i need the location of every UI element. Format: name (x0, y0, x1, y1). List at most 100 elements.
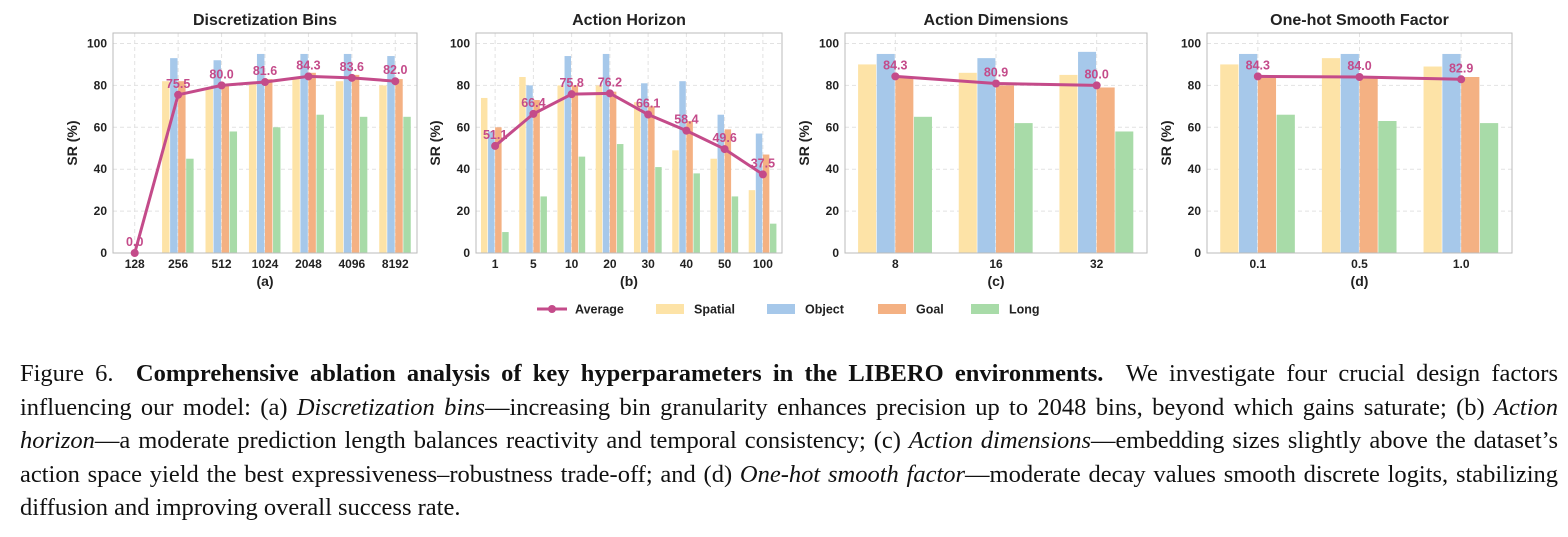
data-label: 66.1 (636, 97, 660, 111)
bar-goal (609, 91, 617, 254)
bar-long (655, 167, 662, 253)
y-axis-label: SR (%) (1158, 120, 1174, 165)
average-point (1355, 73, 1364, 81)
bar-spatial (1059, 74, 1078, 254)
data-label: 58.4 (674, 113, 698, 127)
bar-spatial (672, 150, 679, 253)
average-point (347, 73, 356, 82)
x-tick-label: 1 (492, 257, 499, 271)
chart-panel-2: 0 20 40 60 80 100 1 5 10 20 30 40 50 100 Action Horizo… (427, 12, 783, 289)
data-label: 80.0 (1084, 67, 1108, 81)
legend-label-goal: Goal (916, 303, 944, 317)
bar-long (769, 223, 777, 253)
plot-frame (475, 32, 783, 254)
bar-long (502, 232, 509, 253)
panel-sublabel: (a) (256, 273, 273, 289)
bar-spatial (162, 81, 170, 253)
chart-title: Discretization Bins (193, 12, 337, 29)
average-point (605, 89, 614, 98)
average-point (1457, 75, 1466, 84)
bar-object (170, 58, 178, 254)
bar-goal (395, 79, 403, 253)
bar-long (316, 114, 324, 253)
y-tick-label: 60 (826, 120, 840, 134)
bar-goal (762, 154, 770, 253)
bar-object (343, 53, 352, 254)
average-point (644, 110, 653, 119)
average-point (1253, 72, 1262, 81)
bar-spatial (958, 72, 977, 253)
bar-long (186, 158, 194, 253)
average-point (1092, 81, 1101, 90)
bar-goal (996, 85, 1015, 253)
x-tick-label: 30 (641, 257, 655, 271)
panel-sublabel: (b) (620, 273, 638, 289)
y-axis-label: SR (%) (64, 120, 80, 165)
bar-object (641, 83, 648, 254)
bar-object (1442, 53, 1461, 254)
caption-italic-b: Action horizon (20, 393, 1559, 455)
chart-panel-1: 0 20 40 60 80 100 128 256 512 1024 2048 4096 8192 Dis… (64, 12, 418, 289)
x-tick-label: 256 (168, 257, 188, 271)
average-point (491, 141, 500, 150)
bar-goal (571, 85, 579, 253)
y-tick-label: 100 (87, 36, 107, 50)
data-label: 81.6 (253, 64, 277, 78)
x-tick-label: 0.5 (1351, 257, 1368, 271)
x-tick-label: 2048 (295, 257, 322, 271)
chart-title: Action Dimensions (924, 12, 1069, 29)
average-line (494, 91, 764, 176)
bar-long (229, 131, 238, 253)
y-tick-label: 60 (1188, 120, 1202, 134)
bar-object (564, 56, 572, 253)
panel-sublabel: (d) (1351, 273, 1369, 289)
plot-frame (844, 32, 1148, 254)
y-tick-label: 20 (94, 204, 108, 218)
bar-goal (351, 74, 360, 254)
bar-goal (178, 81, 186, 253)
x-tick-label: 8192 (382, 257, 409, 271)
legend-swatch-spatial (656, 304, 684, 314)
y-tick-label: 20 (826, 204, 840, 218)
average-point (130, 249, 139, 257)
data-label: 84.3 (1246, 58, 1270, 72)
legend-label-average: Average (575, 303, 624, 317)
bar-long (578, 156, 586, 253)
bar-goal (648, 106, 655, 253)
average-point (261, 78, 269, 87)
average-point (567, 90, 576, 99)
bar-spatial (480, 97, 488, 253)
x-tick-label: 5 (530, 257, 537, 271)
bar-goal (686, 121, 693, 253)
bar-spatial (1220, 64, 1239, 253)
bar-long (359, 116, 368, 253)
bar-spatial (633, 102, 641, 254)
panel-sublabel: (c) (987, 273, 1004, 289)
x-tick-label: 1.0 (1453, 257, 1470, 271)
chart-panel-4: 0 20 40 60 80 100 0.1 0.5 1.0 One-hot Smooth Fact… (1158, 12, 1513, 289)
x-tick-label: 4096 (339, 257, 366, 271)
bar-goal (1461, 77, 1480, 253)
bar-long (731, 196, 739, 253)
bar-long (1378, 121, 1397, 253)
data-label: 37.5 (751, 156, 775, 170)
data-label: 75.8 (559, 76, 583, 90)
y-tick-label: 20 (1188, 204, 1202, 218)
y-tick-label: 40 (1188, 162, 1202, 176)
y-tick-label: 80 (457, 78, 471, 92)
bar-long (616, 144, 624, 253)
caption-text-5: —moderate decay values smooth discrete l… (20, 460, 1559, 522)
bar-spatial (379, 85, 387, 253)
average-point (304, 72, 313, 81)
data-label: 51.1 (483, 128, 507, 142)
bar-object (977, 58, 996, 254)
caption-bold-title: Comprehensive ablation analysis of key h… (135, 360, 1104, 387)
y-tick-label: 0 (1194, 246, 1201, 260)
chart-panel-3: 0 20 40 60 80 100 8 16 32 Action Dimensions (c) SR … (796, 12, 1148, 289)
legend-marker-average (548, 305, 556, 313)
caption-italic-d: One-hot smooth factor (739, 460, 966, 488)
x-tick-label: 10 (565, 257, 579, 271)
x-tick-label: 16 (989, 257, 1003, 271)
x-tick-label: 20 (603, 257, 617, 271)
